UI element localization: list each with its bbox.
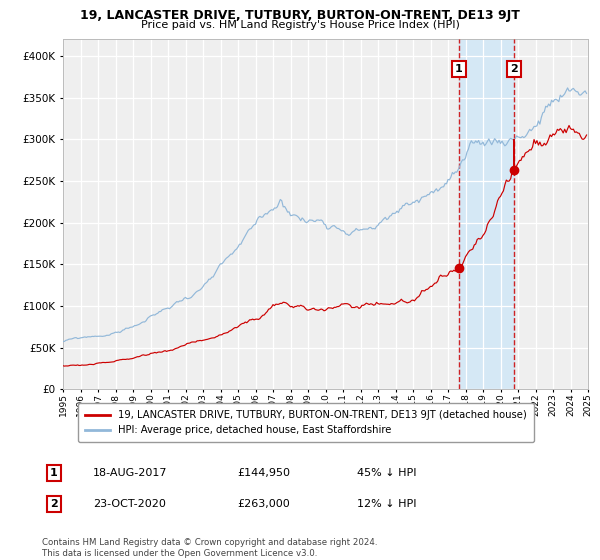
Bar — [459, 39, 514, 389]
Text: 2: 2 — [511, 64, 518, 74]
Text: 1: 1 — [455, 64, 463, 74]
Text: 12% ↓ HPI: 12% ↓ HPI — [357, 499, 416, 509]
Text: 45% ↓ HPI: 45% ↓ HPI — [357, 468, 416, 478]
Text: 1: 1 — [50, 468, 58, 478]
Text: Price paid vs. HM Land Registry's House Price Index (HPI): Price paid vs. HM Land Registry's House … — [140, 20, 460, 30]
Text: £263,000: £263,000 — [237, 499, 290, 509]
Text: 23-OCT-2020: 23-OCT-2020 — [93, 499, 166, 509]
Legend: 19, LANCASTER DRIVE, TUTBURY, BURTON-ON-TRENT, DE13 9JT (detached house), HPI: A: 19, LANCASTER DRIVE, TUTBURY, BURTON-ON-… — [78, 403, 534, 442]
Text: 18-AUG-2017: 18-AUG-2017 — [93, 468, 167, 478]
Text: 2: 2 — [50, 499, 58, 509]
Text: Contains HM Land Registry data © Crown copyright and database right 2024.
This d: Contains HM Land Registry data © Crown c… — [42, 538, 377, 558]
Text: £144,950: £144,950 — [237, 468, 290, 478]
Text: 19, LANCASTER DRIVE, TUTBURY, BURTON-ON-TRENT, DE13 9JT: 19, LANCASTER DRIVE, TUTBURY, BURTON-ON-… — [80, 9, 520, 22]
